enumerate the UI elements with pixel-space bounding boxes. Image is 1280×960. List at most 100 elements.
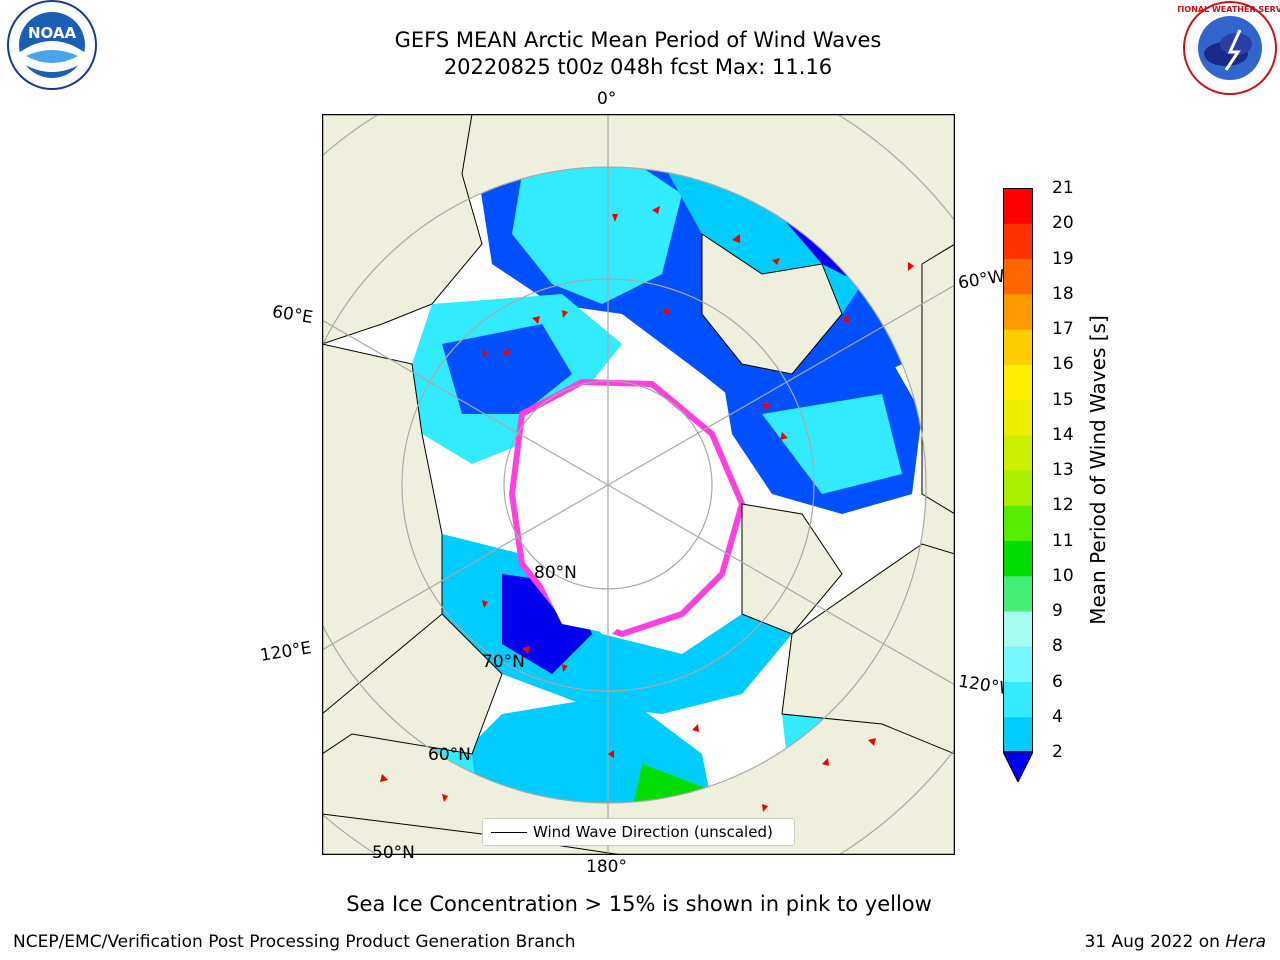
- colorbar-swatch: [1003, 681, 1033, 718]
- colorbar-tick-label: 21: [1052, 178, 1074, 198]
- wave-arrow: [532, 316, 540, 324]
- wave-arrow: [662, 308, 670, 316]
- colorbar-tick-label: 16: [1052, 354, 1074, 375]
- colorbar-tick-label: 14: [1052, 424, 1074, 445]
- polar-map: [321, 113, 956, 856]
- colorbar-swatch: [1003, 399, 1033, 436]
- wave-arrow: [822, 758, 829, 766]
- colorbar-tick-label: 9: [1052, 601, 1063, 621]
- colorbar-swatch: [1003, 293, 1033, 330]
- chart-title: GEFS MEAN Arctic Mean Period of Wind Wav…: [394, 28, 882, 52]
- colorbar-swatches: [1002, 188, 1034, 784]
- lon-label-60w: 60°W: [956, 266, 1007, 294]
- colorbar-swatch: [1003, 434, 1033, 471]
- wave-arrow: [732, 234, 740, 243]
- machine-name: Hera: [1225, 932, 1266, 952]
- map-legend: Wind Wave Direction (unscaled): [482, 818, 795, 846]
- sea-ice-footnote: Sea Ice Concentration > 15% is shown in …: [346, 892, 932, 916]
- wave-arrow: [842, 314, 849, 323]
- wave-arrow: [780, 432, 788, 440]
- wave-arrow: [652, 206, 660, 214]
- colorbar-swatch: [1003, 646, 1033, 682]
- wave-arrow: [762, 404, 770, 411]
- land-scandinavia: [322, 114, 483, 345]
- colorbar-swatch: [1003, 611, 1033, 647]
- lat-label-80: 80°N: [534, 563, 577, 583]
- land-alaska-canada: [781, 543, 955, 755]
- lat-label-50: 50°N: [372, 843, 415, 863]
- colorbar-swatch: [1003, 470, 1033, 506]
- colorbar-tick-label: 18: [1052, 283, 1074, 304]
- colorbar-tick-label: 20: [1052, 213, 1074, 234]
- colorbar-swatch: [1003, 716, 1033, 753]
- lon-label-180: 180°: [586, 857, 627, 877]
- wave-field-norwegian: [512, 167, 682, 304]
- chart-subtitle: 20220825 t00z 048h fcst Max: 11.16: [443, 55, 833, 79]
- colorbar-swatch: [1003, 188, 1033, 224]
- nws-logo: NATIONAL WEATHER SERVICE: [1164, 0, 1280, 100]
- colorbar-tick-label: 4: [1052, 706, 1063, 727]
- wave-arrow: [562, 310, 568, 318]
- colorbar-swatch: [1003, 223, 1033, 259]
- colorbar-tick-label: 15: [1052, 389, 1074, 410]
- graticule: [322, 114, 955, 855]
- land-canada-east: [921, 243, 955, 515]
- wave-arrow: [380, 774, 388, 782]
- colorbar-under-arrow: [1002, 751, 1034, 784]
- colorbar-tick-label: 8: [1052, 636, 1063, 657]
- colorbar-tick-label: 2: [1052, 742, 1063, 762]
- colorbar: [1002, 188, 1034, 784]
- colorbar-frame: [1003, 188, 1033, 752]
- colorbar-tick-label: 19: [1052, 248, 1074, 269]
- wave-field-baffin-inner: [762, 394, 902, 494]
- noaa-logo: NOAA: [0, 0, 104, 100]
- wave-arrow: [908, 262, 914, 271]
- colorbar-swatch: [1003, 575, 1033, 612]
- colorbar-swatch: [1003, 329, 1033, 365]
- colorbar-tick-label: 17: [1052, 319, 1074, 339]
- colorbar-swatch: [1003, 505, 1033, 541]
- wave-arrow: [692, 724, 699, 732]
- land-siberia-east: [322, 613, 503, 755]
- wave-arrow: [772, 258, 780, 265]
- wave-arrow: [762, 804, 768, 812]
- wave-field-pacific-long: [622, 764, 722, 803]
- lon-label-0: 0°: [597, 89, 617, 109]
- wind-wave-direction-arrows: [380, 206, 914, 812]
- noaa-logo-text: NOAA: [28, 24, 77, 42]
- wave-arrow: [612, 214, 618, 222]
- colorbar-tick-label: 10: [1052, 565, 1074, 586]
- land-canadian-archipelago: [741, 503, 843, 635]
- lon-label-120e: 120°E: [258, 638, 313, 666]
- wave-arrow: [608, 750, 614, 758]
- colorbar-tick-label: 11: [1052, 530, 1074, 551]
- nws-logo-text: NATIONAL WEATHER SERVICE: [1178, 5, 1280, 14]
- map-frame: [321, 113, 956, 856]
- sea-ice-edge: [508, 378, 746, 638]
- wave-arrow: [502, 348, 510, 356]
- wave-arrow: [522, 646, 530, 654]
- land-svalbard-greenland: [701, 233, 843, 375]
- colorbar-swatch: [1003, 258, 1033, 295]
- wave-arrow: [482, 600, 488, 608]
- date-value: 31 Aug 2022 on: [1084, 932, 1220, 952]
- colorbar-swatch: [1003, 540, 1033, 577]
- wave-field-kara-inner: [442, 324, 572, 414]
- date-text: 31 Aug 2022 on Hera: [1084, 932, 1266, 952]
- colorbar-tick-label: 12: [1052, 495, 1074, 516]
- wave-arrow: [442, 794, 448, 802]
- legend-text: Wind Wave Direction (unscaled): [533, 823, 773, 841]
- wave-arrow: [868, 738, 876, 746]
- lat-label-70: 70°N: [482, 652, 525, 672]
- wave-field-bering: [442, 694, 722, 803]
- colorbar-tick-label: 6: [1052, 671, 1063, 692]
- wave-arrow: [562, 664, 568, 672]
- wave-arrow: [482, 350, 488, 358]
- lat-label-60: 60°N: [428, 745, 471, 765]
- credit-text: NCEP/EMC/Verification Post Processing Pr…: [13, 932, 576, 952]
- legend-line: [491, 832, 527, 833]
- lon-label-60e: 60°E: [270, 301, 315, 329]
- colorbar-tick-label: 13: [1052, 460, 1074, 480]
- colorbar-swatch: [1003, 364, 1033, 400]
- colorbar-label: Mean Period of Wind Waves [s]: [1086, 315, 1110, 625]
